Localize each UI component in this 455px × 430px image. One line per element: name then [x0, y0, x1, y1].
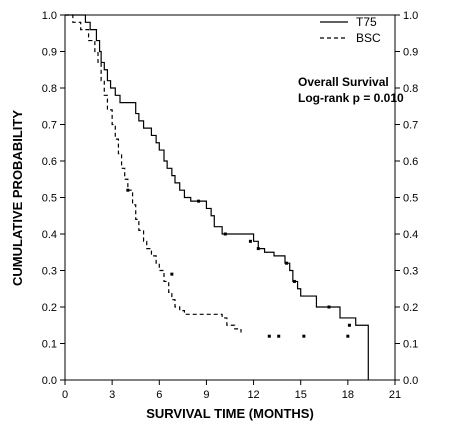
y-right-tick-label: 0.6	[403, 156, 418, 168]
y-tick-label: 0.8	[42, 83, 57, 95]
censor-mark-t75	[285, 261, 289, 265]
censor-mark-bsc	[277, 334, 281, 338]
y-right-tick-label: 0.1	[403, 339, 418, 351]
ticks-group: 0 3 6 9 12 15 18 210.0 0.00.1 0.10.2 0.20.3 0.30.4 0…	[42, 10, 419, 401]
x-tick-label: 3	[109, 389, 115, 401]
y-tick-label: 0.4	[42, 229, 57, 241]
censor-mark-bsc	[346, 334, 350, 338]
legend: T75 BSC	[320, 15, 381, 45]
censor-mark-t75	[197, 199, 201, 203]
x-tick-label: 18	[342, 389, 354, 401]
series-group	[65, 14, 369, 380]
legend-label-bsc: BSC	[356, 31, 381, 45]
series-line-t75	[65, 14, 369, 380]
censor-mark-t75	[248, 239, 252, 243]
annotation-line-1: Overall Survival	[298, 75, 389, 89]
x-tick-label: 6	[156, 389, 162, 401]
x-tick-label: 12	[247, 389, 259, 401]
legend-label-t75: T75	[356, 15, 377, 29]
y-tick-label: 0.3	[42, 266, 57, 278]
y-tick-label: 0.6	[42, 156, 57, 168]
y-right-tick-label: 0.5	[403, 193, 418, 205]
censor-mark-t75	[327, 305, 331, 309]
censor-mark-bsc	[302, 334, 306, 338]
y-right-tick-label: 0.4	[403, 229, 418, 241]
censor-mark-t75	[223, 232, 227, 236]
censor-mark-bsc	[126, 188, 130, 192]
x-axis-title: SURVIVAL TIME (MONTHS)	[146, 406, 314, 421]
x-tick-label: 21	[389, 389, 401, 401]
y-tick-label: 0.7	[42, 120, 57, 132]
y-axis-title: CUMULATIVE PROBABILITY	[10, 110, 25, 286]
censor-mark-t75	[347, 323, 351, 327]
y-tick-label: 1.0	[42, 10, 57, 22]
y-tick-label: 0.9	[42, 47, 57, 59]
y-right-tick-label: 0.2	[403, 302, 418, 314]
y-tick-label: 0.5	[42, 193, 57, 205]
annotation-line-2: Log-rank p = 0.010	[298, 91, 404, 105]
y-right-tick-label: 0.0	[403, 375, 418, 387]
x-tick-label: 0	[62, 389, 68, 401]
y-tick-label: 0.0	[42, 375, 57, 387]
y-right-tick-label: 1.0	[403, 10, 418, 22]
censor-mark-bsc	[267, 334, 271, 338]
censor-mark-t75	[292, 279, 296, 283]
censor-mark-bsc	[170, 272, 174, 276]
y-tick-label: 0.2	[42, 302, 57, 314]
y-right-tick-label: 0.8	[403, 83, 418, 95]
x-tick-label: 9	[203, 389, 209, 401]
series-line-bsc	[65, 14, 242, 333]
y-right-tick-label: 0.9	[403, 47, 418, 59]
censor-mark-t75	[256, 247, 260, 251]
y-right-tick-label: 0.7	[403, 120, 418, 132]
x-tick-label: 15	[295, 389, 307, 401]
y-tick-label: 0.1	[42, 339, 57, 351]
y-right-tick-label: 0.3	[403, 266, 418, 278]
